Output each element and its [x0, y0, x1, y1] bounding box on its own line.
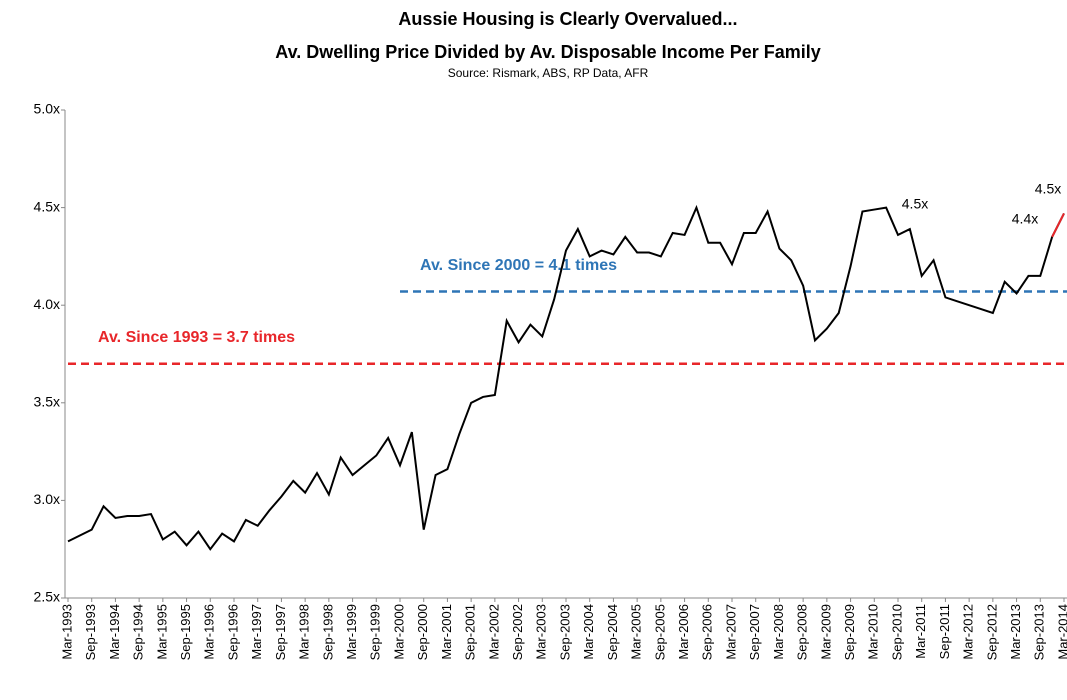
reference-label: Av. Since 2000 = 4.1 times — [420, 257, 617, 274]
x-tick-label: Sep-2008 — [795, 604, 810, 660]
x-tick-label: Mar-2001 — [439, 604, 454, 660]
x-tick-label: Sep-2001 — [463, 604, 478, 660]
x-tick-label: Mar-2008 — [771, 604, 786, 660]
x-tick-label: Mar-2007 — [723, 604, 738, 660]
y-tick-label: 4.0x — [34, 296, 60, 312]
chart-source: Source: Rismark, ABS, RP Data, AFR — [448, 66, 649, 80]
x-tick-label: Sep-2002 — [510, 604, 525, 660]
x-tick-label: Sep-2012 — [984, 604, 999, 660]
x-tick-label: Mar-2014 — [1055, 604, 1067, 660]
x-tick-label: Sep-1995 — [178, 604, 193, 660]
x-tick-label: Mar-2003 — [534, 604, 549, 660]
x-tick-label: Sep-2005 — [652, 604, 667, 660]
x-tick-label: Sep-2013 — [1032, 604, 1047, 660]
reference-label: Av. Since 1993 = 3.7 times — [98, 329, 295, 346]
x-tick-label: Sep-2006 — [700, 604, 715, 660]
x-tick-label: Mar-2002 — [486, 604, 501, 660]
x-tick-label: Mar-1998 — [297, 604, 312, 660]
x-tick-label: Sep-2009 — [842, 604, 857, 660]
x-tick-label: Mar-2010 — [866, 604, 881, 660]
y-tick-label: 4.5x — [34, 198, 60, 214]
x-tick-label: Mar-2006 — [676, 604, 691, 660]
x-tick-label: Sep-1993 — [83, 604, 98, 660]
x-tick-label: Sep-1996 — [225, 604, 240, 660]
x-tick-label: Sep-2011 — [937, 604, 952, 659]
x-tick-label: Mar-1993 — [59, 604, 74, 660]
x-tick-label: Sep-1994 — [131, 604, 146, 660]
x-tick-label: Mar-2012 — [961, 604, 976, 660]
y-tick-label: 2.5x — [34, 589, 60, 605]
x-tick-label: Sep-1998 — [320, 604, 335, 660]
y-tick-label: 5.0x — [34, 101, 60, 117]
x-tick-label: Sep-2000 — [415, 604, 430, 660]
x-tick-label: Mar-1996 — [202, 604, 217, 660]
x-tick-label: Mar-1994 — [107, 604, 122, 660]
x-tick-label: Sep-2003 — [557, 604, 572, 660]
x-tick-label: Mar-2011 — [913, 604, 928, 659]
annotation: 4.5x — [902, 196, 928, 212]
x-tick-label: Sep-2007 — [747, 604, 762, 660]
x-tick-label: Mar-1995 — [154, 604, 169, 660]
line-series — [67, 204, 1065, 551]
x-tick-label: Mar-2005 — [629, 604, 644, 660]
x-tick-label: Mar-2000 — [391, 604, 406, 660]
line-last-segment — [1051, 213, 1065, 238]
y-tick-label: 3.0x — [34, 491, 60, 507]
annotation: 4.5x — [1035, 181, 1061, 197]
x-tick-label: Mar-2009 — [818, 604, 833, 660]
y-tick-label: 3.5x — [34, 394, 60, 410]
annotation: 4.4x — [1012, 211, 1038, 227]
chart-subtitle: Av. Dwelling Price Divided by Av. Dispos… — [275, 42, 821, 62]
x-tick-label: Sep-1999 — [368, 604, 383, 660]
chart-title: Aussie Housing is Clearly Overvalued... — [398, 9, 737, 29]
x-tick-label: Sep-2010 — [889, 604, 904, 660]
x-tick-label: Sep-1997 — [273, 604, 288, 660]
x-tick-label: Mar-1997 — [249, 604, 264, 660]
x-tick-label: Mar-1999 — [344, 604, 359, 660]
x-tick-label: Mar-2004 — [581, 604, 596, 660]
x-tick-label: Mar-2013 — [1008, 604, 1023, 660]
x-tick-label: Sep-2004 — [605, 604, 620, 660]
